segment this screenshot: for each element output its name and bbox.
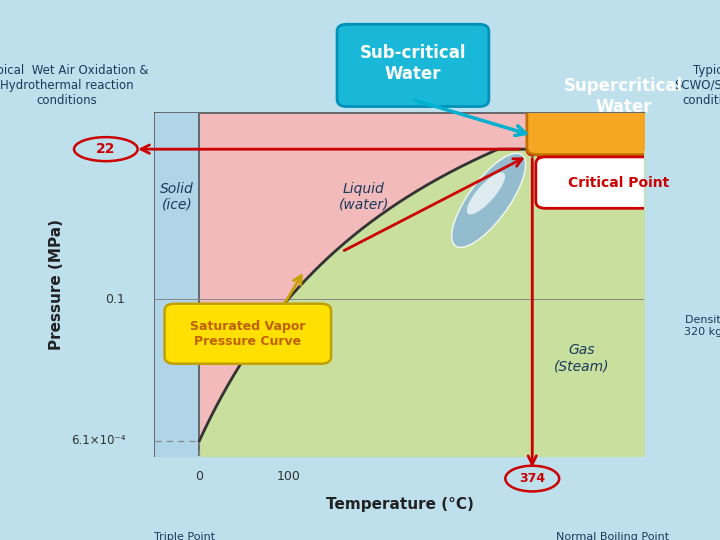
Text: 374: 374: [519, 472, 545, 485]
FancyBboxPatch shape: [165, 303, 331, 364]
Text: Solid
(ice): Solid (ice): [160, 181, 194, 212]
FancyBboxPatch shape: [337, 24, 489, 106]
FancyBboxPatch shape: [536, 157, 702, 208]
Text: Liquid
(water): Liquid (water): [339, 181, 390, 212]
Text: 0: 0: [195, 470, 203, 483]
Text: Triple Point
Density =
1000 kg/m³: Triple Point Density = 1000 kg/m³: [152, 532, 217, 540]
Ellipse shape: [467, 172, 505, 214]
Text: 100: 100: [276, 470, 300, 483]
Text: Critical Point: Critical Point: [568, 176, 670, 190]
Ellipse shape: [451, 153, 526, 247]
Text: Pressure (MPa): Pressure (MPa): [50, 219, 64, 350]
FancyBboxPatch shape: [527, 38, 720, 154]
Text: Temperature (°C): Temperature (°C): [325, 497, 474, 512]
Text: Typical  Wet Air Oxidation &
Hydrothermal reaction
conditions: Typical Wet Air Oxidation & Hydrothermal…: [0, 64, 149, 106]
Text: 22: 22: [96, 142, 116, 156]
Text: 0.1: 0.1: [106, 293, 125, 306]
Text: 6.1×10⁻⁴: 6.1×10⁻⁴: [71, 434, 125, 447]
Text: Density =
320 kg/m³: Density = 320 kg/m³: [684, 315, 720, 337]
Text: Sub-critical
Water: Sub-critical Water: [360, 44, 467, 83]
Text: Normal Boiling Point
Liquid Density =
960 kg/m³: Normal Boiling Point Liquid Density = 96…: [557, 532, 670, 540]
Text: Saturated Vapor
Pressure Curve: Saturated Vapor Pressure Curve: [190, 320, 305, 348]
Text: Typical
SCWO/SCWG
conditions: Typical SCWO/SCWG conditions: [675, 64, 720, 106]
Text: Supercritical
Water: Supercritical Water: [564, 77, 683, 116]
Text: Gas
(Steam): Gas (Steam): [554, 343, 610, 373]
